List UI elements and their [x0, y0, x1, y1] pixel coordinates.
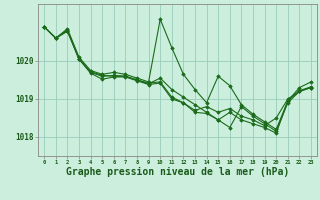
- X-axis label: Graphe pression niveau de la mer (hPa): Graphe pression niveau de la mer (hPa): [66, 167, 289, 177]
